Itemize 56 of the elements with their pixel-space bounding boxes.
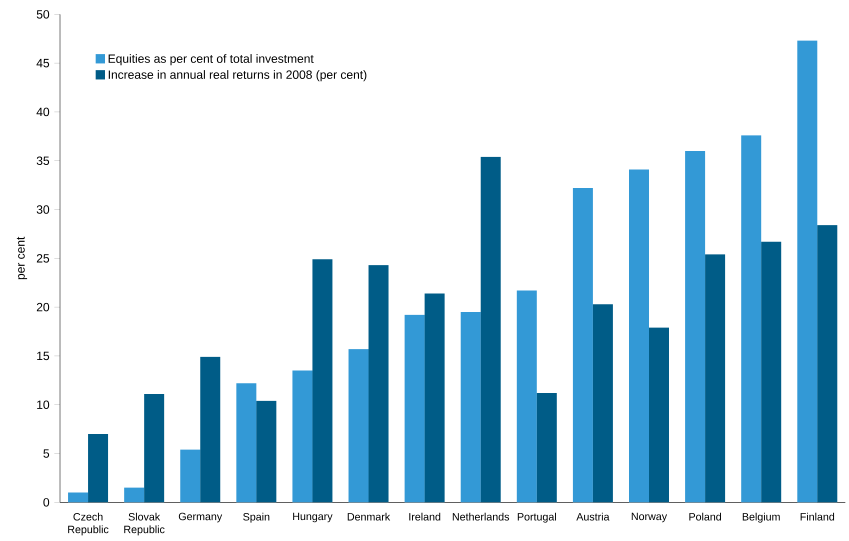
bar <box>404 314 425 502</box>
bar <box>88 434 108 502</box>
x-tick-label: Slovak Republic <box>124 512 165 536</box>
y-tick-label: 10 <box>37 400 50 409</box>
x-tick-label: Poland <box>689 512 722 521</box>
bar <box>460 312 481 502</box>
bar <box>312 259 332 502</box>
x-tick-label: Finland <box>800 512 834 521</box>
y-tick-label: 40 <box>36 108 50 116</box>
bar <box>705 254 726 502</box>
bar <box>424 293 445 502</box>
x-tick-label: Czech Republic <box>68 512 109 536</box>
y-tick-label: 20 <box>36 302 50 312</box>
bar <box>68 492 88 502</box>
bar <box>536 393 557 502</box>
x-tick-label: Hungary <box>293 512 333 522</box>
bar <box>256 400 276 502</box>
bar <box>649 328 670 502</box>
y-tick-label: 35 <box>36 156 50 165</box>
bar <box>124 488 144 502</box>
x-tick-label: Netherlands <box>452 512 510 521</box>
bar <box>180 450 200 502</box>
x-tick-label: Germany <box>178 512 222 522</box>
x-tick-label: Austria <box>576 512 610 521</box>
bar <box>236 383 256 502</box>
bar <box>592 304 613 502</box>
x-tick-label: Denmark <box>348 512 390 521</box>
bar <box>200 356 220 502</box>
bar <box>480 156 501 502</box>
bar <box>292 370 312 502</box>
bar <box>797 40 818 502</box>
bar <box>572 188 593 502</box>
y-tick-label: 0 <box>43 498 50 507</box>
y-tick-label: 45 <box>36 58 50 68</box>
x-tick-label: Portugal <box>518 512 556 523</box>
x-tick-label: Belgium <box>742 512 780 523</box>
bar <box>348 349 369 502</box>
legend-label: Increase in annual real returns in 2008 (per cent) <box>108 70 366 82</box>
y-tick-label: 50 <box>36 10 50 19</box>
bar <box>368 265 389 502</box>
x-tick-label: Norway <box>632 512 668 522</box>
bar <box>685 150 706 502</box>
bar <box>144 394 164 502</box>
y-tick-label: 30 <box>36 205 50 214</box>
bar <box>761 242 782 502</box>
legend-label: Equities as per cent of total investment <box>108 54 314 66</box>
y-tick-label: 15 <box>37 352 50 360</box>
y-tick-label: 25 <box>36 254 50 263</box>
y-tick-label: 5 <box>43 449 50 458</box>
x-tick-label: Spain <box>243 512 270 523</box>
y-axis-title: per cent <box>16 236 28 280</box>
bar <box>629 170 650 502</box>
bar <box>741 135 762 502</box>
x-tick-label: Ireland <box>409 512 440 521</box>
bar <box>817 225 838 502</box>
bar <box>516 290 537 502</box>
